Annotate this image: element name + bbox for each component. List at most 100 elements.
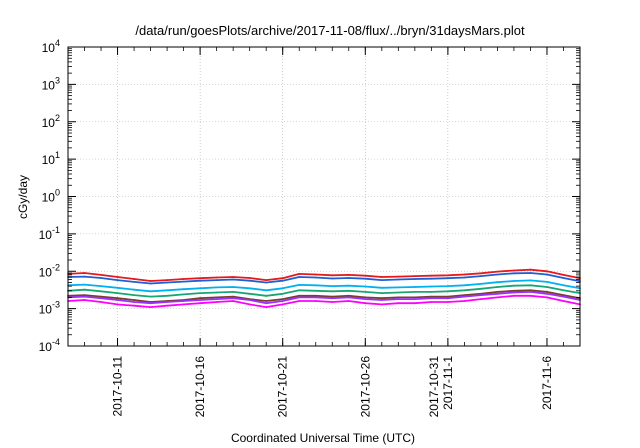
data-point <box>314 289 317 292</box>
data-point <box>546 291 548 293</box>
data-point <box>314 273 317 276</box>
data-point <box>166 294 169 297</box>
data-point <box>116 297 119 300</box>
data-point <box>232 276 235 278</box>
data-point <box>463 273 466 276</box>
data-point <box>314 300 317 302</box>
y-tick-label: 103 <box>42 75 60 92</box>
data-point <box>116 299 119 301</box>
y-tick-label: 102 <box>42 113 60 130</box>
data-point <box>116 303 119 306</box>
data-point <box>430 277 433 280</box>
data-point <box>248 279 251 282</box>
data-point <box>248 287 251 290</box>
data-point <box>215 286 218 289</box>
data-point <box>447 290 449 293</box>
data-point <box>513 294 515 297</box>
x-tick-label: 2017-10-16 <box>193 356 207 418</box>
data-point <box>397 286 400 289</box>
data-point <box>463 300 466 302</box>
data-point <box>298 284 301 286</box>
data-point <box>380 297 383 300</box>
data-point <box>413 286 416 288</box>
data-point <box>513 272 515 275</box>
data-point <box>83 275 86 278</box>
data-point <box>347 274 350 276</box>
data-point <box>496 281 499 284</box>
data-point <box>199 299 202 301</box>
data-point <box>199 287 202 290</box>
data-point <box>364 302 367 305</box>
series-line <box>67 291 581 305</box>
data-point <box>529 272 532 274</box>
data-point <box>546 286 548 288</box>
x-tick-label: 2017-10-11 <box>111 356 125 417</box>
data-point <box>149 306 152 308</box>
data-point <box>480 283 482 285</box>
data-point <box>199 297 202 300</box>
data-point <box>281 300 284 302</box>
data-point <box>546 281 548 283</box>
data-point <box>248 299 251 301</box>
data-point <box>215 298 218 300</box>
data-point <box>281 292 284 295</box>
data-point <box>298 276 301 278</box>
y-tick-label: 104 <box>42 38 60 55</box>
data-point <box>83 288 86 291</box>
data-point <box>347 289 350 292</box>
data-point <box>182 300 185 302</box>
data-point <box>413 278 416 280</box>
data-point <box>347 300 350 302</box>
data-point <box>447 285 449 287</box>
data-point <box>298 296 301 299</box>
data-point <box>133 288 136 291</box>
x-tick-label: 2017-11-1 <box>441 356 455 410</box>
data-point <box>133 281 136 283</box>
data-point <box>397 291 400 294</box>
data-series <box>67 268 581 308</box>
data-point <box>100 290 102 293</box>
data-point <box>529 268 532 271</box>
data-point <box>413 291 416 293</box>
data-point <box>314 296 317 299</box>
y-tick-label: 10-3 <box>39 300 60 317</box>
data-point <box>281 303 284 306</box>
series-line <box>67 294 581 308</box>
data-point <box>248 292 251 295</box>
data-point <box>232 291 235 293</box>
data-point <box>529 289 532 292</box>
data-point <box>331 290 334 293</box>
data-point <box>463 294 466 296</box>
data-point <box>496 270 499 273</box>
y-axis-ticks: 10-4 10-3 10-2 10-1 100 101 102 103 104 <box>39 38 580 354</box>
data-point <box>281 277 284 280</box>
data-point <box>281 287 284 290</box>
data-point <box>364 277 367 280</box>
data-point <box>447 297 449 300</box>
data-point <box>215 301 218 303</box>
data-point <box>347 296 350 299</box>
data-point <box>100 301 102 303</box>
data-point <box>529 284 532 287</box>
data-point <box>546 296 548 299</box>
series-line <box>67 279 581 293</box>
series-line <box>67 284 581 298</box>
data-point <box>166 279 169 281</box>
data-point <box>380 286 383 289</box>
data-point <box>496 273 499 276</box>
data-point <box>430 291 433 293</box>
data-point <box>248 303 251 306</box>
data-point <box>232 297 235 300</box>
data-point <box>331 295 334 298</box>
data-point <box>298 294 301 297</box>
data-point <box>513 280 515 282</box>
data-point <box>182 303 185 306</box>
data-point <box>513 289 515 292</box>
data-point <box>298 289 301 292</box>
data-point <box>232 295 235 298</box>
data-point <box>133 299 136 301</box>
data-point <box>215 291 218 294</box>
data-point <box>149 282 152 285</box>
data-point <box>529 291 532 293</box>
